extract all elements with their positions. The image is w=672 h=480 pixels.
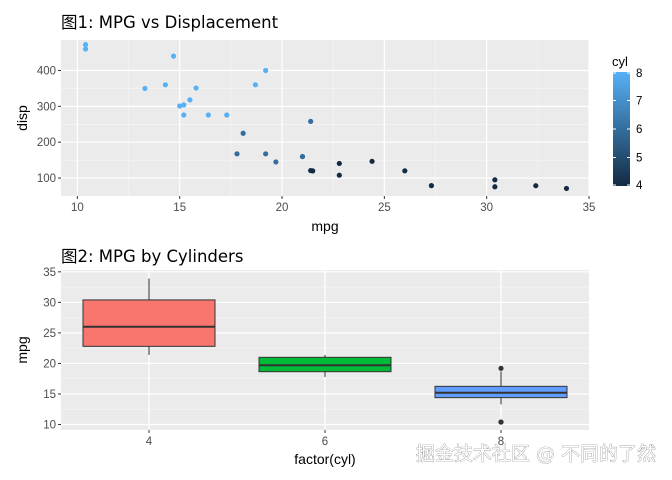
y-axis-title: disp — [14, 105, 30, 131]
data-point — [82, 46, 89, 52]
x-axis-title: factor(cyl) — [294, 451, 355, 467]
y-tick-label: 10 — [43, 420, 56, 432]
legend-title: cyl — [612, 54, 628, 69]
y-tick-label: 35 — [43, 267, 56, 279]
x-tick-label: 10 — [71, 202, 84, 214]
data-point — [177, 103, 183, 109]
x-tick-label: 4 — [146, 436, 153, 448]
data-point — [263, 67, 269, 74]
data-point — [308, 167, 314, 174]
data-point — [533, 183, 539, 189]
y-tick-label: 300 — [37, 101, 56, 113]
boxplot-6 — [258, 354, 392, 377]
colorbar — [613, 72, 630, 186]
boxplot-4 — [82, 278, 216, 355]
y-axis-ticks: 10 15 20 25 30 35 — [43, 267, 61, 432]
data-point — [205, 112, 211, 118]
data-point — [492, 184, 498, 190]
data-point — [142, 85, 148, 92]
y-tick-label: 400 — [37, 65, 56, 77]
y-tick-label: 30 — [43, 297, 56, 309]
y-tick-label: 200 — [37, 137, 56, 149]
x-tick-label: 15 — [173, 202, 186, 214]
colorbar-tick-label: 6 — [636, 124, 642, 136]
x-tick-label: 25 — [378, 202, 391, 214]
data-point — [193, 85, 199, 91]
x-tick-label: 8 — [498, 436, 504, 448]
data-point — [82, 42, 89, 48]
data-point — [181, 102, 187, 108]
colorbar-tick-label: 4 — [636, 180, 643, 192]
data-point — [336, 172, 342, 178]
data-point — [369, 158, 375, 164]
boxplot-8 — [434, 365, 568, 425]
x-tick-label: 20 — [276, 202, 289, 214]
y-tick-label: 100 — [37, 173, 56, 185]
data-points — [82, 42, 570, 192]
chart-title: 图2: MPG by Cylinders — [61, 247, 243, 266]
y-tick-label: 15 — [43, 389, 56, 401]
x-tick-label: 30 — [480, 202, 493, 214]
data-point — [181, 112, 187, 118]
watermark-text: 掘金技术社区 @ 不同的了然 — [416, 443, 656, 465]
boxplots — [82, 278, 568, 425]
data-point — [563, 185, 570, 192]
outlier-point — [498, 365, 504, 371]
data-point — [428, 183, 435, 189]
x-axis-ticks: 10 15 20 25 30 35 — [71, 196, 595, 214]
y-axis-title: mpg — [14, 336, 30, 363]
y-tick-label: 25 — [43, 328, 56, 340]
data-point — [308, 118, 314, 125]
data-point — [299, 153, 306, 160]
x-tick-label: 35 — [583, 202, 596, 214]
y-tick-label: 20 — [43, 358, 56, 370]
x-tick-label: 6 — [322, 436, 328, 448]
outlier-point — [498, 419, 504, 425]
box-iqr — [82, 299, 216, 347]
colorbar-tick-label: 8 — [636, 68, 642, 80]
x-axis-title: mpg — [311, 218, 338, 234]
data-point — [402, 168, 408, 174]
colorbar-tick-label: 5 — [636, 153, 642, 165]
chart-title: 图1: MPG vs Displacement — [61, 13, 279, 32]
data-point — [273, 159, 279, 165]
data-point — [263, 151, 269, 157]
data-point — [336, 160, 342, 167]
colorbar-ticks: 4 5 6 7 8 — [613, 68, 643, 192]
data-point — [492, 177, 498, 183]
colorbar-tick-label: 7 — [636, 96, 642, 108]
data-point — [187, 97, 193, 103]
y-axis-ticks: 100 200 300 400 — [37, 65, 61, 185]
data-point — [234, 151, 240, 157]
data-point — [170, 53, 177, 59]
box-chart: 图2: MPG by Cylinders 4 6 8 10 15 20 25 30 35 fa… — [14, 247, 589, 467]
data-point — [240, 130, 246, 136]
data-point — [252, 82, 259, 88]
data-point — [162, 82, 168, 88]
x-axis-ticks: 4 6 8 — [146, 430, 504, 448]
gridlines — [61, 40, 590, 196]
plot-panel — [61, 40, 589, 196]
scatter-chart: 图1: MPG vs Displacement 10 15 20 25 30 35 100… — [14, 13, 643, 234]
legend: cyl 4 5 6 7 8 — [612, 54, 643, 192]
data-point — [224, 112, 230, 118]
